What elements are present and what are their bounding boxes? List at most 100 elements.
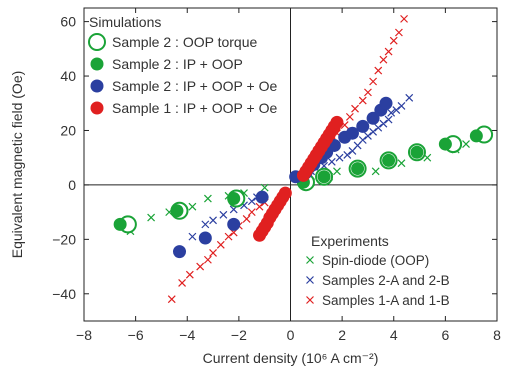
legend-marker-sim_ip_oop xyxy=(90,57,104,71)
x-tick-label: 6 xyxy=(441,327,449,343)
data-point-exp_1ab xyxy=(389,36,398,45)
data-point-exp_spin_diode xyxy=(371,167,380,176)
data-point-sim_ip_oop xyxy=(227,192,241,206)
legend-marker-sim_oop xyxy=(88,33,106,51)
y-tick-label: 0 xyxy=(68,177,76,193)
x-tick-label: 2 xyxy=(338,327,346,343)
legend-label-exp_1ab: Samples 1-A and 1-B xyxy=(322,293,450,308)
data-point-exp_1ab xyxy=(364,88,372,97)
data-point-sim_ip_oop_oe_s2 xyxy=(227,217,241,231)
data-point-exp_1ab xyxy=(255,202,264,211)
data-point-exp_2ab xyxy=(247,197,256,206)
data-point-exp_1ab xyxy=(351,104,359,113)
legend-marker-exp_1ab xyxy=(306,296,314,304)
data-point-exp_1ab xyxy=(379,55,388,64)
data-point-sim_ip_oop_oe_s2 xyxy=(255,190,269,204)
data-point-exp_2ab xyxy=(397,102,406,110)
data-point-sim_ip_oop xyxy=(410,145,424,159)
data-point-exp_1ab xyxy=(358,96,367,105)
x-tick-label: −6 xyxy=(128,327,144,343)
legend-simulations: Simulations Sample 2 : OOP torque Sample 2… xyxy=(88,14,277,116)
data-point-sim_ip_oop_oe_s2 xyxy=(379,96,393,110)
data-point-sim_ip_oop_oe_s2 xyxy=(345,126,359,140)
data-point-exp_2ab xyxy=(188,232,197,241)
data-point-exp_1ab xyxy=(394,28,403,37)
data-point-exp_1ab xyxy=(374,66,383,75)
data-point-exp_2ab xyxy=(327,157,336,166)
data-point-sim_ip_oop xyxy=(113,217,127,231)
data-point-sim_ip_oop_oe_s2 xyxy=(173,245,187,259)
legend-label-exp_spin_diode: Spin-diode (OOP) xyxy=(322,253,429,268)
data-point-sim_ip_oop_oe_s2 xyxy=(198,231,212,245)
data-point-sim_ip_oop_oe_s2 xyxy=(356,119,370,133)
data-point-exp_spin_diode xyxy=(260,183,269,192)
legend-label-sim_ip_oop_oe_s2: Sample 2 : IP + OOP + Oe xyxy=(112,78,277,94)
data-point-exp_2ab xyxy=(384,115,393,124)
data-point-exp_2ab xyxy=(405,93,414,102)
data-point-exp_1ab xyxy=(178,278,187,287)
data-point-exp_spin_diode xyxy=(462,140,470,149)
legend-marker-sim_ip_oop_oe_s1 xyxy=(90,101,104,115)
data-point-sim_ip_oop xyxy=(382,153,396,167)
data-point-sim_ip_oop_oe_s2 xyxy=(366,111,380,125)
data-point-sim_ip_oop xyxy=(438,137,452,151)
y-tick-label: −20 xyxy=(52,231,76,247)
data-point-exp_spin_diode xyxy=(397,159,406,168)
data-point-exp_2ab xyxy=(343,151,352,159)
legend-marker-exp_spin_diode xyxy=(306,256,314,264)
x-tick-label: −2 xyxy=(231,327,247,343)
x-tick-label: 4 xyxy=(390,327,398,343)
data-point-exp_2ab xyxy=(335,153,344,162)
data-point-exp_2ab xyxy=(369,127,378,136)
data-point-exp_1ab xyxy=(185,270,194,279)
y-tick-label: 40 xyxy=(60,68,76,84)
data-point-exp_1ab xyxy=(167,295,176,304)
data-point-sim_ip_oop xyxy=(351,162,365,176)
x-tick-label: 8 xyxy=(493,327,501,343)
data-layer xyxy=(113,14,494,304)
data-point-exp_1ab xyxy=(345,112,354,121)
x-tick-label: 0 xyxy=(287,327,295,343)
y-axis-title: Equivalent magnetic field (Oe) xyxy=(9,71,25,259)
data-point-exp_2ab xyxy=(358,136,367,144)
data-point-exp_1ab xyxy=(247,208,256,217)
data-point-exp_spin_diode xyxy=(333,167,341,176)
legend-marker-exp_2ab xyxy=(306,276,314,284)
data-point-exp_2ab xyxy=(392,106,401,114)
data-point-exp_spin_diode xyxy=(188,202,197,211)
legend-layer: Simulations Sample 2 : OOP torque Sample 2… xyxy=(88,14,450,308)
y-tick-label: 60 xyxy=(60,14,76,30)
data-point-sim_ip_oop xyxy=(469,129,483,143)
y-tick-label: −40 xyxy=(52,286,76,302)
data-point-exp_1ab xyxy=(196,262,205,271)
data-point-exp_2ab xyxy=(379,119,388,128)
data-point-exp_2ab xyxy=(374,123,383,132)
legend-simulations-title: Simulations xyxy=(89,14,161,30)
data-point-exp_1ab xyxy=(242,215,251,223)
data-point-sim_ip_oop xyxy=(170,204,184,218)
legend-marker-sim_ip_oop_oe_s2 xyxy=(90,79,104,93)
data-point-exp_1ab xyxy=(209,249,217,257)
data-point-sim_ip_oop_oe_s1 xyxy=(278,186,292,200)
x-tick-label: −4 xyxy=(179,327,195,343)
data-point-sim_ip_oop_oe_s1 xyxy=(330,115,344,129)
data-point-exp_2ab xyxy=(219,210,228,219)
data-point-exp_1ab xyxy=(384,47,393,56)
data-point-exp_2ab xyxy=(201,220,210,229)
legend-experiments: Experiments Spin-diode (OOP) Samples 2-A a… xyxy=(306,233,450,308)
data-point-exp_1ab xyxy=(203,255,212,264)
legend-label-sim_ip_oop_oe_s1: Sample 1 : IP + OOP + Oe xyxy=(112,100,277,116)
data-point-sim_ip_oop xyxy=(317,170,331,184)
legend-label-exp_2ab: Samples 2-A and 2-B xyxy=(322,273,450,288)
legend-label-sim_oop: Sample 2 : OOP torque xyxy=(112,34,257,50)
x-tick-label: −8 xyxy=(76,327,92,343)
data-point-exp_spin_diode xyxy=(147,213,156,222)
x-axis-title: Current density (10⁶ A cm⁻²) xyxy=(203,350,379,366)
data-point-exp_2ab xyxy=(209,216,217,225)
series-sim_ip_oop_oe_s1 xyxy=(253,115,344,242)
data-point-exp_1ab xyxy=(224,232,233,241)
data-point-exp_1ab xyxy=(216,240,225,249)
legend-label-sim_ip_oop: Sample 2 : IP + OOP xyxy=(112,56,243,72)
